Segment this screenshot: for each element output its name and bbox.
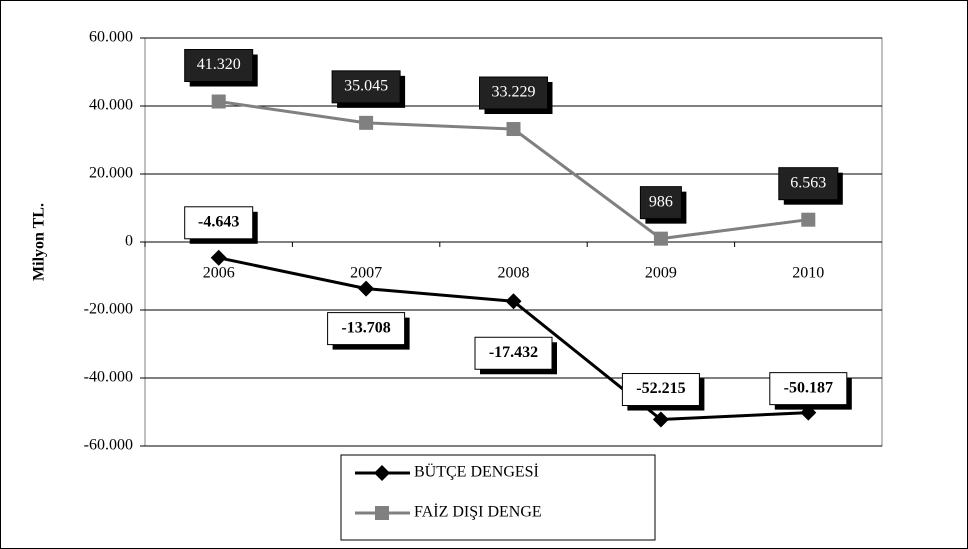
marker (211, 94, 226, 109)
y-tick-label: -20.000 (84, 301, 133, 318)
marker (375, 506, 389, 520)
data-label: -52.215 (636, 380, 685, 397)
marker (506, 122, 521, 137)
data-label: -17.432 (489, 344, 538, 361)
label-box (769, 372, 848, 406)
x-tick-label: 2006 (203, 265, 235, 282)
marker (374, 465, 390, 481)
data-label: 41.320 (197, 56, 241, 73)
label-box (621, 373, 700, 407)
label-box (778, 167, 839, 201)
data-label: -13.708 (341, 319, 390, 336)
data-label: 986 (649, 193, 673, 210)
marker (653, 231, 668, 246)
data-label: 6.563 (790, 174, 826, 191)
x-tick-label: 2009 (645, 265, 677, 282)
data-label: 33.229 (492, 84, 536, 101)
x-tick-label: 2007 (350, 265, 382, 282)
legend (340, 454, 656, 541)
y-tick-label: -60.000 (84, 437, 133, 454)
y-axis-label: Milyon TL. (31, 203, 48, 281)
y-tick-label: 0 (125, 233, 133, 250)
marker (358, 280, 375, 297)
data-label: -4.643 (198, 213, 239, 230)
label-box (327, 312, 406, 346)
legend-label: BÜTÇE DENGESİ (414, 463, 539, 481)
y-tick-label: -40.000 (84, 369, 133, 386)
marker (210, 249, 227, 266)
y-tick-label: 40.000 (89, 97, 133, 114)
label-box (639, 186, 682, 220)
y-tick-label: 60.000 (89, 29, 133, 46)
label-box (479, 76, 548, 110)
label-box (474, 336, 553, 370)
label-box (184, 49, 254, 83)
marker (505, 293, 522, 310)
marker (801, 212, 816, 227)
marker (652, 411, 669, 428)
label-box (331, 70, 401, 104)
data-label: 35.045 (344, 78, 388, 95)
x-tick-label: 2008 (498, 265, 530, 282)
data-label: -50.187 (784, 379, 833, 396)
y-tick-label: 20.000 (89, 165, 133, 182)
marker (359, 115, 374, 130)
label-box (184, 206, 254, 240)
x-tick-label: 2010 (792, 265, 824, 282)
legend-label: FAİZ DIŞI DENGE (414, 503, 542, 521)
